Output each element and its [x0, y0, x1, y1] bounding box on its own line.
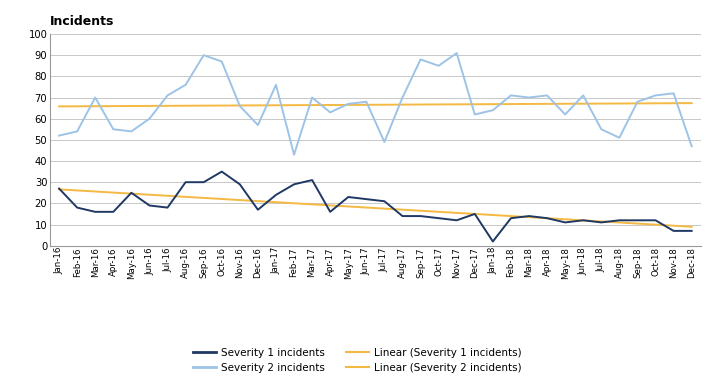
- Text: Incidents: Incidents: [50, 15, 114, 28]
- Legend: Severity 1 incidents, Severity 2 incidents, Linear (Severity 1 incidents), Linea: Severity 1 incidents, Severity 2 inciden…: [193, 348, 522, 373]
